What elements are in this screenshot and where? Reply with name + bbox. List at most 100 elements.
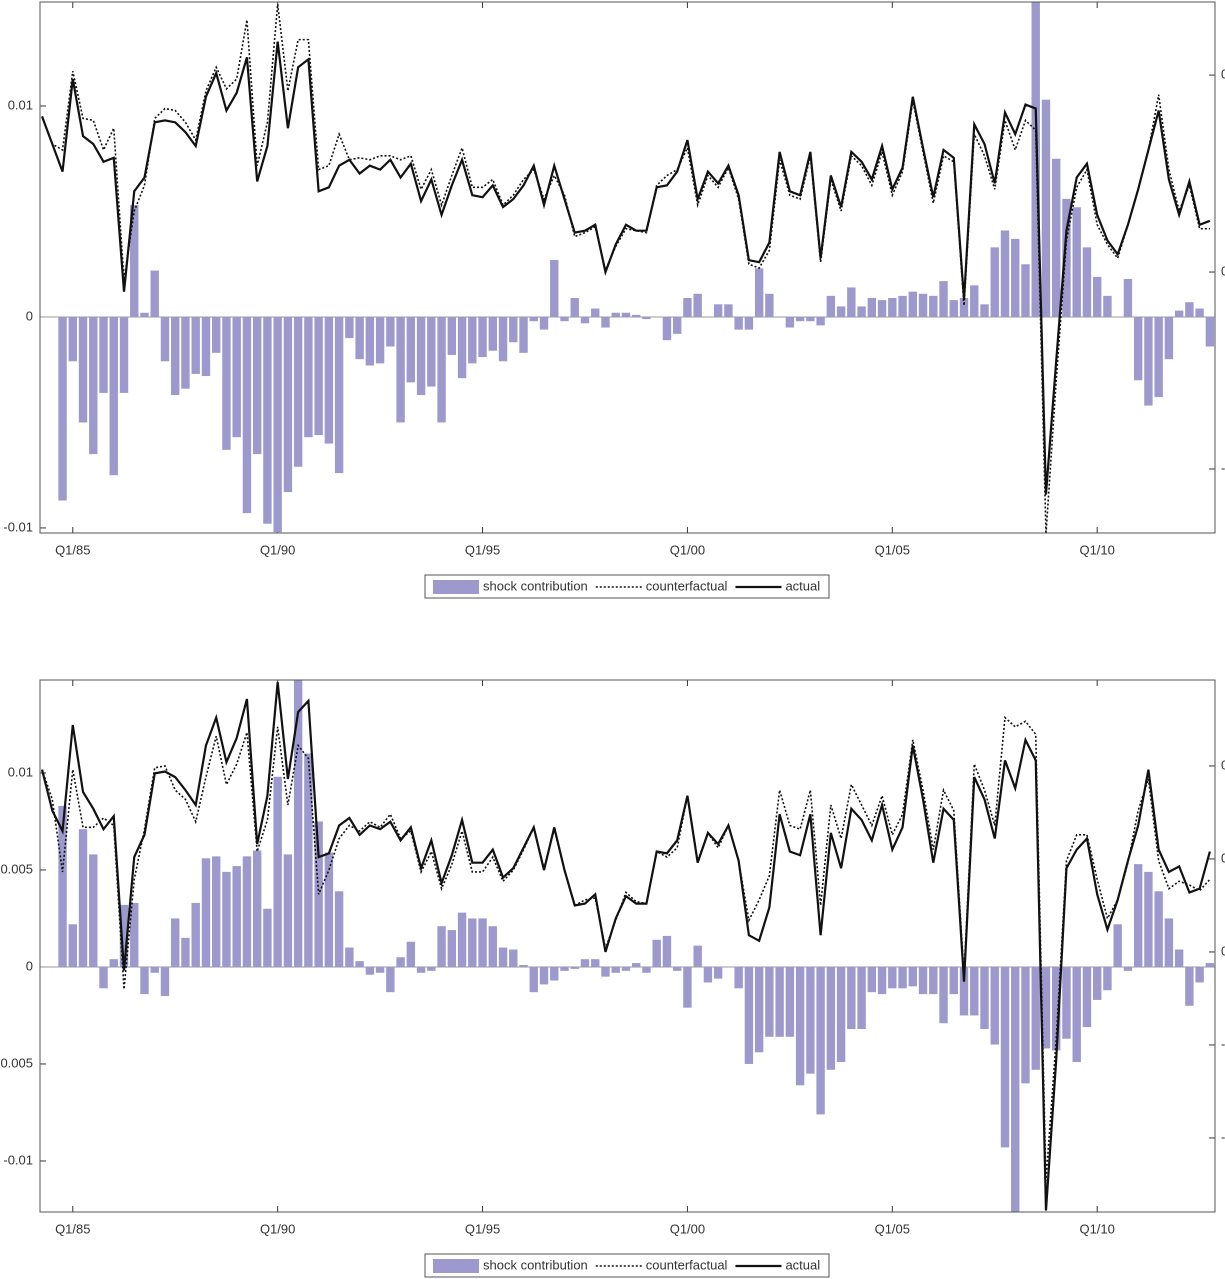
bar xyxy=(468,316,477,364)
bar xyxy=(632,314,641,317)
bar xyxy=(601,316,610,328)
bar xyxy=(1082,966,1092,1028)
bar xyxy=(560,316,569,322)
bar xyxy=(252,850,262,967)
y-tick-label: -0.005 xyxy=(0,1055,33,1070)
line xyxy=(41,4,1210,533)
bar xyxy=(1133,864,1143,967)
bar xyxy=(355,316,364,360)
bar xyxy=(888,966,897,989)
x-tick-label: Q1/05 xyxy=(875,542,910,557)
bar xyxy=(672,316,682,334)
bar xyxy=(601,966,610,977)
bar xyxy=(222,871,231,967)
bar xyxy=(1021,966,1030,1084)
y2-tick-label: 0 xyxy=(1221,263,1225,278)
legend-label: counterfactual xyxy=(646,578,728,593)
bar xyxy=(201,858,211,967)
bar xyxy=(416,316,426,396)
bar xyxy=(1011,966,1020,1212)
y2-tick-label: -0.01 xyxy=(1221,1129,1225,1144)
bar xyxy=(539,316,549,330)
bar xyxy=(898,295,907,317)
bar xyxy=(273,316,282,533)
bar xyxy=(345,947,354,967)
bar xyxy=(847,287,856,317)
bar xyxy=(754,966,764,1053)
bar xyxy=(386,316,395,347)
bar xyxy=(406,941,416,967)
bar xyxy=(611,966,620,973)
y-tick-label: 0.005 xyxy=(0,861,33,876)
bar xyxy=(1031,2,1040,317)
bar xyxy=(857,966,866,1030)
bar xyxy=(509,949,518,967)
bar xyxy=(1072,207,1081,317)
bar xyxy=(365,966,375,975)
bar xyxy=(918,966,928,995)
bar xyxy=(1092,966,1102,1000)
legend-box xyxy=(424,1253,830,1278)
bar xyxy=(1072,966,1081,1063)
bar xyxy=(980,304,989,317)
bar xyxy=(662,316,672,341)
bar xyxy=(970,966,979,1016)
bar xyxy=(99,966,108,989)
bar xyxy=(990,247,999,317)
bar xyxy=(570,966,579,969)
bar xyxy=(1011,238,1020,317)
bar xyxy=(375,316,385,364)
bar xyxy=(877,300,887,317)
bar xyxy=(242,856,252,967)
bar xyxy=(703,966,713,983)
bar xyxy=(355,961,364,967)
bar xyxy=(283,316,293,493)
bar xyxy=(550,260,559,317)
bar xyxy=(836,966,846,1063)
bar xyxy=(427,966,436,971)
bar xyxy=(1103,966,1112,991)
bar xyxy=(68,924,77,967)
bar xyxy=(765,966,774,1037)
bar xyxy=(693,945,702,967)
bar xyxy=(109,959,118,967)
bar xyxy=(652,939,661,967)
bar xyxy=(826,966,836,1070)
bar xyxy=(1205,963,1215,967)
bar xyxy=(836,306,846,317)
bar xyxy=(806,966,815,1074)
bar xyxy=(447,930,457,967)
bar xyxy=(1000,966,1010,1148)
bar xyxy=(1185,302,1194,317)
line xyxy=(41,715,1211,1181)
bar xyxy=(939,281,948,317)
bar xyxy=(416,966,426,973)
bar xyxy=(867,297,877,317)
bar xyxy=(181,316,190,389)
bar xyxy=(662,935,672,967)
bar xyxy=(877,966,887,995)
bar xyxy=(539,966,549,985)
bar xyxy=(519,316,528,353)
bar xyxy=(160,316,170,362)
bar xyxy=(867,966,877,993)
bar xyxy=(375,966,385,973)
bar xyxy=(1154,891,1163,967)
bar xyxy=(785,966,795,1037)
bar xyxy=(744,966,754,1064)
plot-frame xyxy=(39,1,1216,534)
x-tick-label: Q1/00 xyxy=(670,542,705,557)
bar xyxy=(1082,247,1092,317)
bar xyxy=(550,966,559,981)
bar xyxy=(427,316,436,387)
bar xyxy=(58,316,67,501)
bar xyxy=(89,316,98,455)
y-tick-label: 0 xyxy=(26,308,33,323)
legend: shock contribution counterfactual actual xyxy=(424,574,830,599)
bar xyxy=(140,312,149,317)
x-tick-label: Q1/85 xyxy=(55,1221,90,1236)
bar xyxy=(119,316,129,393)
bar xyxy=(68,316,77,362)
x-tick-label: Q1/00 xyxy=(670,1221,705,1236)
bar xyxy=(560,966,569,971)
